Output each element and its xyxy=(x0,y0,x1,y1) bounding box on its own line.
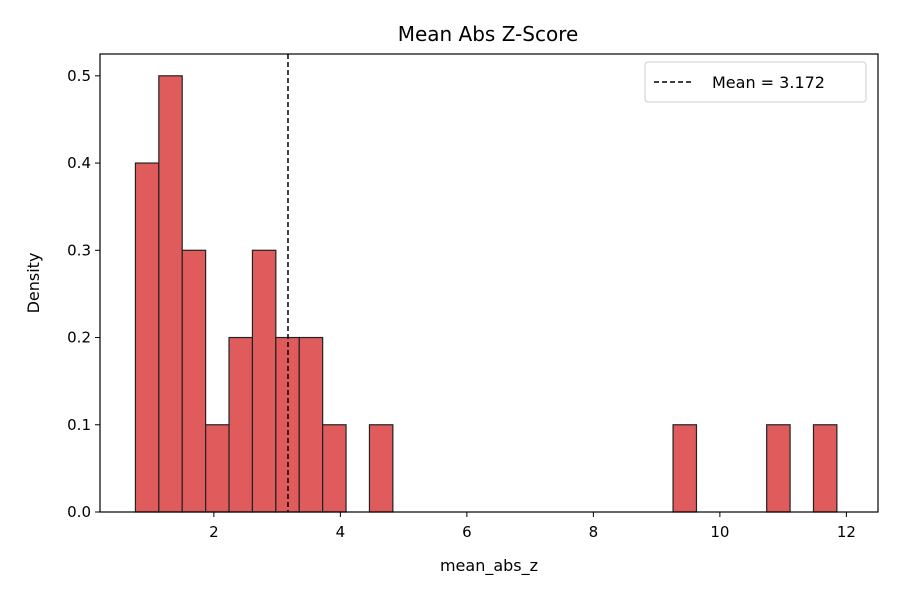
x-tick-label: 12 xyxy=(837,523,856,541)
plot-frame xyxy=(99,53,879,513)
y-tick-label: 0.3 xyxy=(67,241,91,259)
y-tick-label: 0.1 xyxy=(67,416,91,434)
histogram-bar xyxy=(812,424,838,513)
x-tick-label: 6 xyxy=(462,523,472,541)
y-tick-label: 0.5 xyxy=(67,67,91,85)
x-tick-label: 10 xyxy=(710,523,729,541)
x-axis-label: mean_abs_z xyxy=(440,556,538,576)
histogram-bar xyxy=(672,424,698,513)
y-tick-label: 0.2 xyxy=(67,329,91,347)
histogram-bar xyxy=(368,424,394,513)
legend-mean-label: Mean = 3.172 xyxy=(712,73,825,92)
bars-group xyxy=(134,75,838,513)
histogram-bar xyxy=(158,75,183,513)
histogram-bar xyxy=(181,249,207,513)
legend-box xyxy=(644,61,867,103)
y-tick-label: 0.0 xyxy=(67,503,91,521)
x-tick-label: 4 xyxy=(336,523,346,541)
x-axis-ticks: 2 4 6 8 10 12 xyxy=(209,512,856,541)
legend: Mean = 3.172 xyxy=(644,61,867,103)
histogram-bar xyxy=(251,249,277,513)
histogram-bar xyxy=(766,424,791,513)
y-axis-ticks: 0.0 0.1 0.2 0.3 0.4 0.5 xyxy=(67,67,100,521)
histogram-bar xyxy=(205,424,230,513)
histogram-bar xyxy=(228,336,254,513)
histogram-bar xyxy=(322,424,347,513)
histogram-bar xyxy=(298,336,324,513)
x-tick-label: 2 xyxy=(209,523,219,541)
chart-title: Mean Abs Z-Score xyxy=(398,22,579,46)
y-tick-label: 0.4 xyxy=(67,154,91,172)
x-tick-label: 8 xyxy=(589,523,599,541)
y-axis-label: Density xyxy=(24,253,43,314)
histogram-bar xyxy=(134,162,160,513)
